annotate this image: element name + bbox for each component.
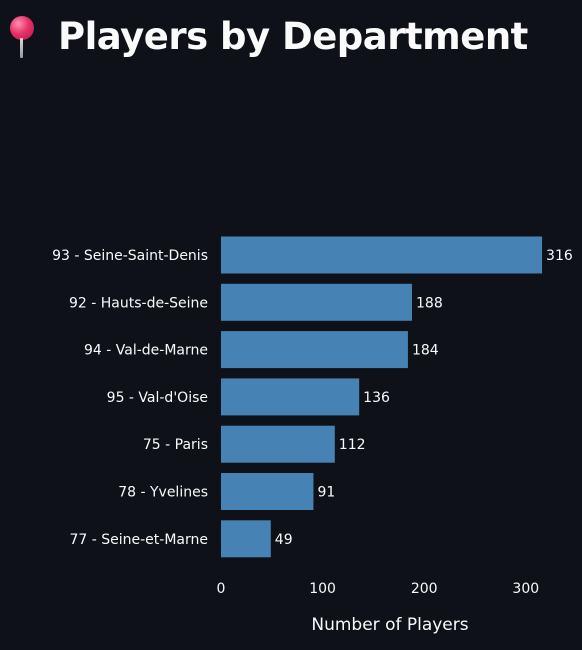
- x-tick-label-0: 0: [217, 581, 226, 597]
- category-label-1: 92 - Hauts-de-Seine: [69, 295, 208, 311]
- bar-6: [221, 520, 271, 558]
- page-title: Players by Department: [58, 14, 528, 58]
- bars-layer: 316 188 184 136 112 91 49: [221, 236, 573, 558]
- labels-layer: 93 - Seine-Saint-Denis 92 - Hauts-de-Sein…: [52, 248, 539, 597]
- category-label-5: 78 - Yvelines: [118, 485, 208, 501]
- bar-3: [221, 378, 360, 416]
- page-header: Players by Department: [0, 8, 528, 64]
- bar-5: [221, 473, 314, 510]
- category-label-3: 95 - Val-d'Oise: [107, 390, 208, 406]
- x-tick-label-3: 300: [512, 581, 539, 597]
- bar-2: [221, 331, 408, 369]
- category-label-0: 93 - Seine-Saint-Denis: [52, 248, 208, 264]
- data-label-0: 316: [546, 248, 573, 264]
- bar-4: [221, 425, 335, 463]
- round-pushpin-icon: [0, 8, 46, 64]
- bar-1: [221, 283, 413, 321]
- category-label-6: 77 - Seine-et-Marne: [69, 532, 208, 548]
- data-label-4: 112: [339, 437, 366, 453]
- category-label-4: 75 - Paris: [143, 437, 208, 453]
- x-axis-title: Number of Players: [311, 615, 468, 635]
- x-tick-label-1: 100: [309, 581, 336, 597]
- data-label-1: 188: [416, 295, 443, 311]
- data-label-2: 184: [412, 343, 439, 359]
- category-label-2: 94 - Val-de-Marne: [84, 343, 208, 359]
- data-label-6: 49: [275, 532, 293, 548]
- data-label-5: 91: [317, 485, 335, 501]
- data-label-3: 136: [363, 390, 390, 406]
- x-tick-label-2: 200: [411, 581, 438, 597]
- bar-0: [221, 236, 543, 274]
